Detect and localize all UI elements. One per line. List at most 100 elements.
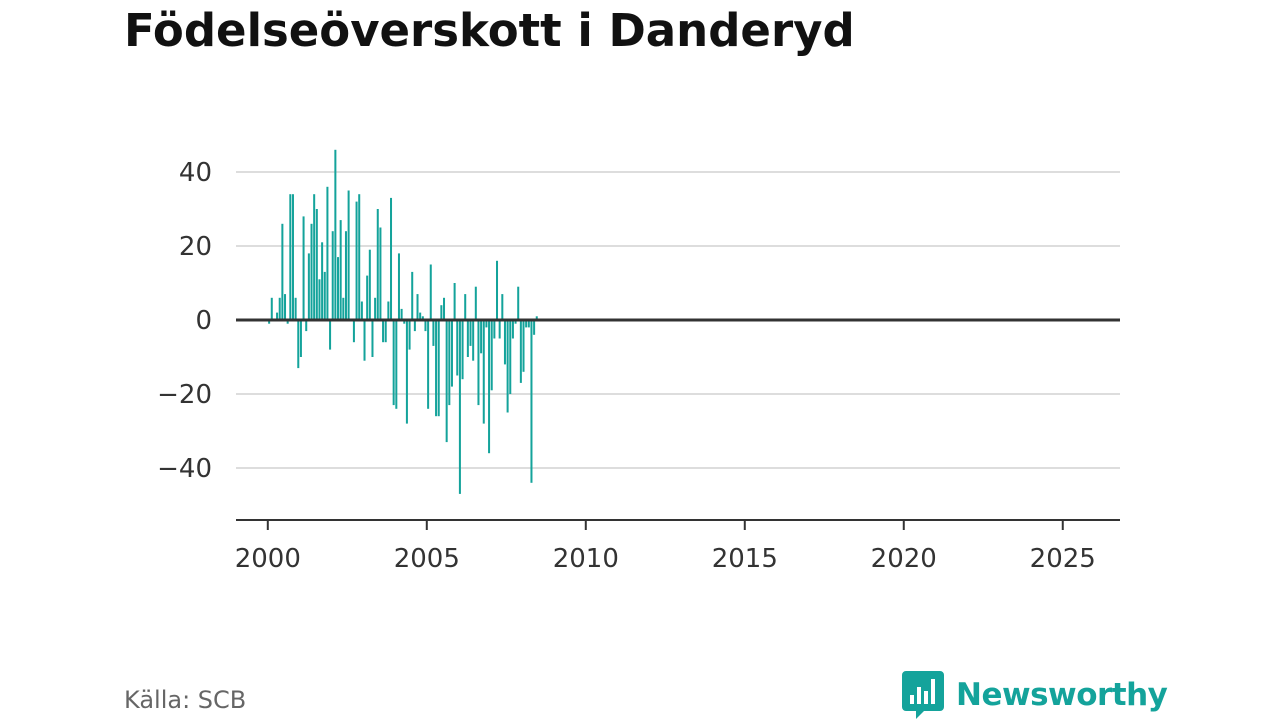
- bar: [469, 320, 472, 346]
- y-axis-labels: 40 20 0 −20 −40: [157, 158, 212, 484]
- bar: [477, 320, 480, 406]
- bar: [437, 320, 440, 417]
- bar: [321, 242, 324, 320]
- bar: [450, 320, 453, 387]
- bar: [509, 320, 512, 394]
- bar: [289, 194, 292, 320]
- bar: [461, 320, 464, 380]
- bars: [268, 149, 538, 494]
- bar: [511, 320, 514, 339]
- bar: [517, 286, 520, 320]
- bar: [456, 320, 459, 376]
- bar: [390, 197, 393, 320]
- bar: [496, 260, 499, 320]
- chart-title: Födelseöverskott i Danderyd: [124, 4, 855, 57]
- bar: [485, 320, 488, 328]
- bar: [371, 320, 374, 357]
- gridlines: [236, 171, 1120, 469]
- bar: [374, 297, 377, 320]
- bar: [355, 201, 358, 320]
- bar: [482, 320, 485, 424]
- bar: [305, 320, 308, 332]
- bar: [342, 297, 345, 320]
- bar: [519, 320, 522, 383]
- bar: [366, 275, 369, 320]
- bar: [352, 320, 355, 343]
- bar: [535, 316, 538, 320]
- bar: [337, 257, 340, 320]
- x-tick-label: 2020: [871, 544, 937, 574]
- bar: [318, 279, 321, 320]
- bar: [453, 283, 456, 320]
- bar: [376, 209, 379, 320]
- bar: [533, 320, 536, 335]
- bar: [400, 308, 403, 320]
- bar: [302, 216, 305, 320]
- bar: [397, 253, 400, 320]
- bar: [522, 320, 525, 372]
- bar: [363, 320, 366, 361]
- bar: [344, 231, 347, 320]
- brand-name: Newsworthy: [956, 677, 1168, 713]
- bar: [403, 320, 406, 324]
- bar: [464, 294, 467, 320]
- bar: [429, 264, 432, 320]
- bar: [347, 190, 350, 320]
- bar: [326, 186, 329, 320]
- bar: [440, 305, 443, 320]
- x-tick-label: 2005: [394, 544, 460, 574]
- bar: [424, 320, 427, 332]
- brand-logo: Newsworthy: [902, 671, 1168, 719]
- bar: [501, 294, 504, 320]
- bar: [315, 209, 318, 320]
- bar: [419, 312, 422, 320]
- bar: [339, 220, 342, 320]
- bar: [506, 320, 509, 413]
- bar: [286, 320, 289, 324]
- bar: [490, 320, 493, 391]
- bar: [379, 227, 382, 320]
- bar: [387, 301, 390, 320]
- bar: [480, 320, 483, 354]
- x-tick-label: 2010: [553, 544, 619, 574]
- y-tick-label: 0: [195, 306, 212, 336]
- bar: [514, 320, 517, 324]
- bar: [294, 297, 297, 320]
- bar: [448, 320, 451, 406]
- y-tick-label: 40: [179, 158, 212, 188]
- source-note: Källa: SCB: [124, 686, 247, 714]
- y-tick-label: 20: [179, 232, 212, 262]
- bar: [395, 320, 398, 409]
- bar: [329, 320, 332, 350]
- bar: [525, 320, 528, 328]
- bar: [291, 194, 294, 320]
- bar: [313, 194, 316, 320]
- bar: [530, 320, 533, 483]
- bar: [270, 297, 273, 320]
- bar: [472, 320, 475, 361]
- bar: [281, 223, 284, 320]
- y-tick-label: −20: [157, 380, 212, 410]
- bar: [427, 320, 430, 409]
- bar: [310, 223, 313, 320]
- bar: [382, 320, 385, 343]
- bar: [408, 320, 411, 350]
- bar: [416, 294, 419, 320]
- x-axis: 2000 2005 2010 2015 2020 2025: [235, 519, 1120, 574]
- bar: [493, 320, 496, 339]
- x-tick-label: 2000: [235, 544, 301, 574]
- bar: [445, 320, 448, 443]
- bar: [413, 320, 416, 332]
- bar: [307, 253, 310, 320]
- bar: [276, 312, 279, 320]
- bar: [435, 320, 438, 417]
- bar: [392, 320, 395, 406]
- bar: [278, 297, 281, 320]
- y-tick-label: −40: [157, 454, 212, 484]
- bar: [360, 301, 363, 320]
- bar-chart-speech-icon: [902, 671, 944, 719]
- bar: [331, 231, 334, 320]
- bar: [411, 271, 414, 320]
- bar: [323, 271, 326, 320]
- bar: [488, 320, 491, 454]
